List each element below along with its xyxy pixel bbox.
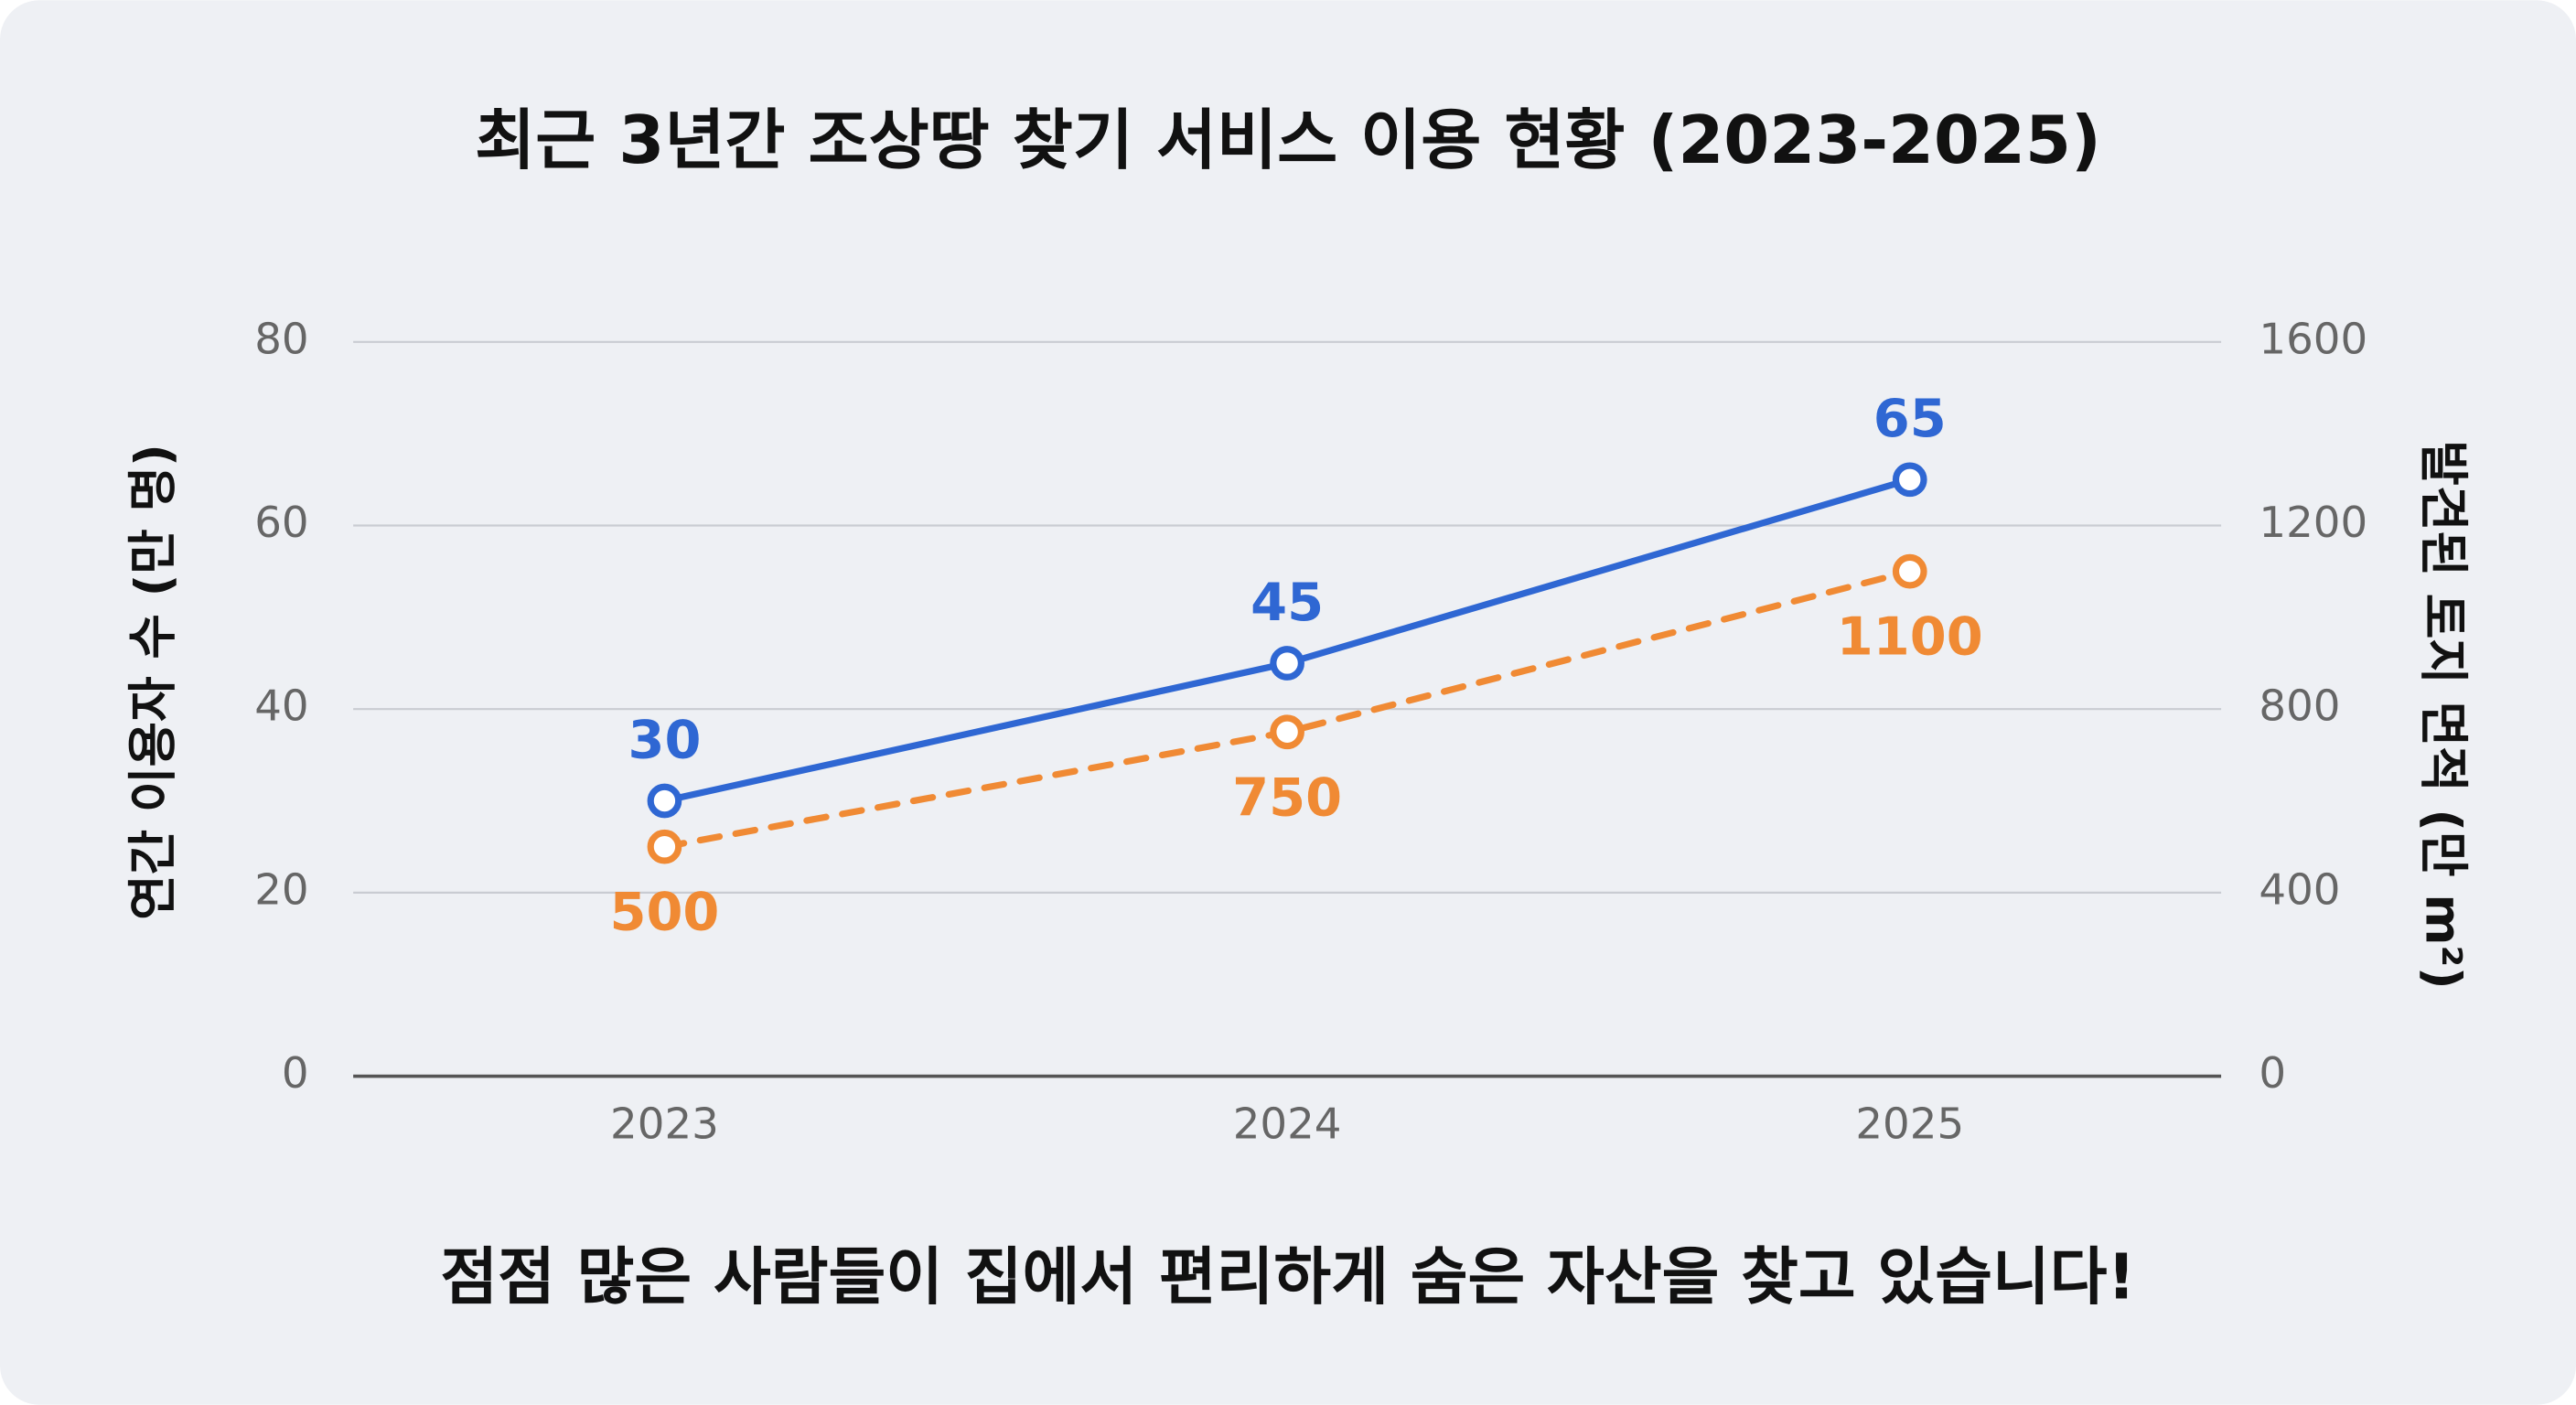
y2-tick-label: 1200 (2259, 499, 2367, 548)
data-point (647, 829, 682, 864)
x-tick-label: 2025 (1855, 1100, 1964, 1150)
chart-title: 최근 3년간 조상땅 찾기 서비스 이용 현황 (2023-2025) (475, 102, 2101, 178)
y2-tick-label: 800 (2259, 682, 2340, 732)
data-label: 1100 (1837, 606, 1983, 668)
data-point (647, 783, 682, 819)
footnote: 점점 많은 사람들이 집에서 편리하게 숨은 자산을 찾고 있습니다! (440, 1242, 2135, 1314)
data-point (1270, 714, 1304, 750)
data-point (1270, 646, 1304, 681)
y-tick-label: 60 (254, 499, 308, 548)
y2-tick-label: 0 (2259, 1049, 2286, 1099)
y2-axis-title: 발견된 토지 면적 (만 m²) (2414, 440, 2472, 989)
data-label: 500 (609, 882, 719, 943)
y2-tick-label: 400 (2259, 865, 2340, 915)
y-tick-label: 20 (254, 865, 308, 915)
data-label: 30 (628, 709, 701, 770)
y-tick-label: 40 (254, 682, 308, 732)
y2-tick-label: 1600 (2259, 315, 2367, 364)
x-tick-label: 2023 (610, 1100, 719, 1150)
data-label: 65 (1873, 388, 1947, 449)
data-label: 45 (1250, 572, 1324, 633)
data-point (1892, 462, 1927, 498)
y-tick-label: 80 (254, 315, 308, 364)
data-label: 750 (1232, 767, 1342, 828)
x-tick-label: 2024 (1233, 1100, 1342, 1150)
y-axis-title: 연간 이용자 수 (만 명) (123, 444, 181, 920)
data-point (1892, 553, 1927, 589)
y-tick-label: 0 (282, 1049, 309, 1099)
